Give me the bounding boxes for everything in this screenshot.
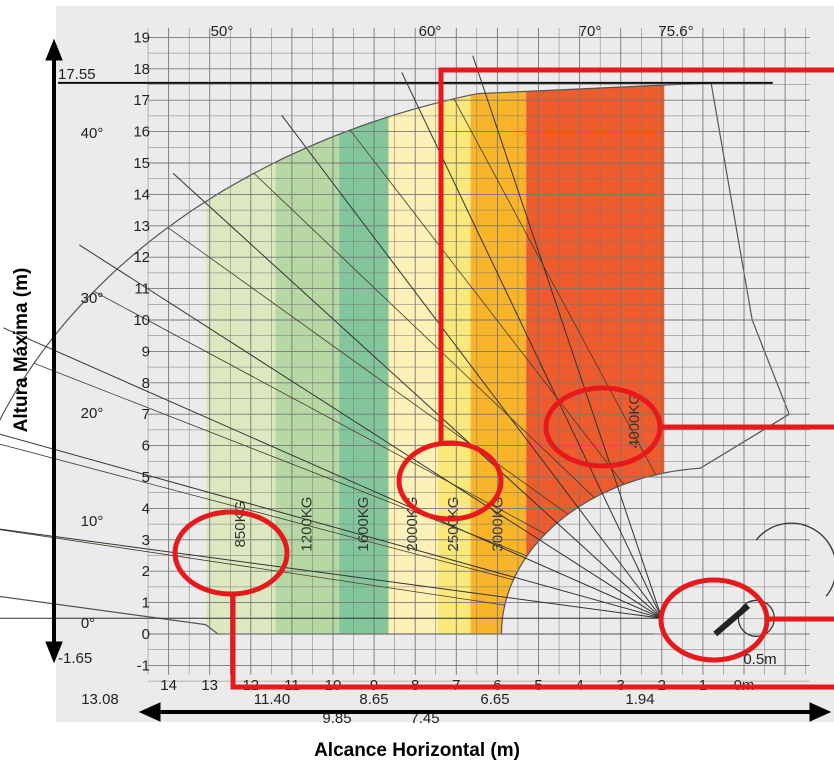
axis-arrows: [45, 38, 832, 722]
reach-label: 1.94: [625, 691, 654, 708]
load-zone: [470, 82, 527, 634]
angle-label: 40°: [81, 125, 104, 142]
envelope-outline: [0, 82, 790, 635]
radial-segment-line: [349, 129, 625, 485]
y-tick-label: 13: [133, 218, 150, 235]
angle-label: 10°: [81, 513, 104, 530]
y-tick-label: 15: [133, 155, 150, 172]
y-tick-label: 11: [134, 281, 150, 298]
angle-label: 75.6°: [658, 23, 693, 40]
reach-label: 6.65: [480, 691, 509, 708]
radial-segment-line: [167, 227, 569, 515]
reach-label: 9.85: [322, 710, 351, 727]
radial-segment-line: [453, 98, 657, 476]
boom-angle-ray: [281, 114, 663, 619]
reach-label: 11.40: [254, 691, 290, 708]
x-axis-label: Alcance Horizontal (m): [314, 740, 520, 761]
highlight-annotations: [172, 67, 834, 690]
y-tick-label: 8: [142, 375, 150, 392]
y-tick-label: 14: [133, 186, 150, 203]
callout-line-2500kg: [438, 67, 834, 442]
reach-label: 8.65: [359, 691, 388, 708]
machine-wheel-arc: [755, 522, 834, 597]
radial-segment-line: [253, 173, 595, 498]
max-height-label: 17.55: [58, 66, 96, 83]
y-tick-label: 17: [133, 92, 150, 109]
x-axis-arrow-left: [138, 702, 161, 722]
y-tick-label: -1: [137, 657, 150, 674]
y-tick-label: 3: [142, 532, 150, 549]
x-axis-arrow-right: [809, 702, 832, 722]
y-tick-label: 19: [133, 29, 150, 46]
highlight-circle-machine: [658, 577, 770, 663]
y-tick-label: 18: [133, 61, 150, 78]
angle-label: 30°: [81, 290, 104, 307]
highlight-circle-4000kg: [543, 385, 663, 469]
y-tick-label: 5: [142, 469, 150, 486]
y-tick-label: 4: [142, 500, 150, 517]
radial-segment-line: [93, 291, 546, 535]
boom-angle-ray: [401, 72, 663, 619]
y-axis-arrow-down: [45, 641, 63, 664]
boom-angle-ray: [472, 55, 663, 619]
y-tick-label: 16: [133, 124, 150, 141]
y-tick-label: 9: [142, 343, 150, 360]
angle-label: 20°: [81, 405, 104, 422]
reach-label: 13.08: [81, 691, 119, 708]
radial-segment-line: [33, 362, 528, 557]
x-tick-label: 14: [160, 677, 177, 694]
y-tick-label: 12: [133, 249, 150, 266]
angle-label: 50°: [211, 23, 234, 40]
angle-label: 0°: [81, 615, 95, 632]
callout-line-850kg: [230, 592, 834, 690]
boom-angle-ray: [0, 433, 662, 619]
y-tick-label: 2: [142, 563, 150, 580]
y-tick-label: 6: [142, 438, 150, 455]
y-tick-label: 1: [142, 595, 150, 612]
y-tick-label: 7: [142, 406, 150, 423]
angle-label: 70°: [579, 23, 602, 40]
boom-angle-ray: [79, 244, 663, 619]
boom-angle-ray: [172, 172, 663, 619]
load-zone: [388, 82, 438, 634]
boom-angle-ray: [3, 327, 663, 619]
min-height-label: -1.65: [58, 650, 92, 667]
boom-angle-ray: [0, 528, 662, 619]
radial-segment-line: [0, 443, 514, 581]
y-tick-label: 0: [142, 626, 150, 643]
load-zone: [339, 82, 389, 634]
angle-label: 60°: [419, 23, 442, 40]
machine-boom-stub: [713, 603, 751, 637]
y-axis-arrow-up: [45, 38, 63, 61]
x-tick-label: 13: [201, 677, 218, 694]
y-tick-label: 10: [133, 312, 150, 329]
zone-load-label: 4000KG: [626, 393, 643, 448]
highlight-circle-2500kg: [396, 440, 504, 522]
reach-label: 7.45: [410, 710, 439, 727]
boom-pivot-label: 0.5m: [743, 651, 776, 668]
